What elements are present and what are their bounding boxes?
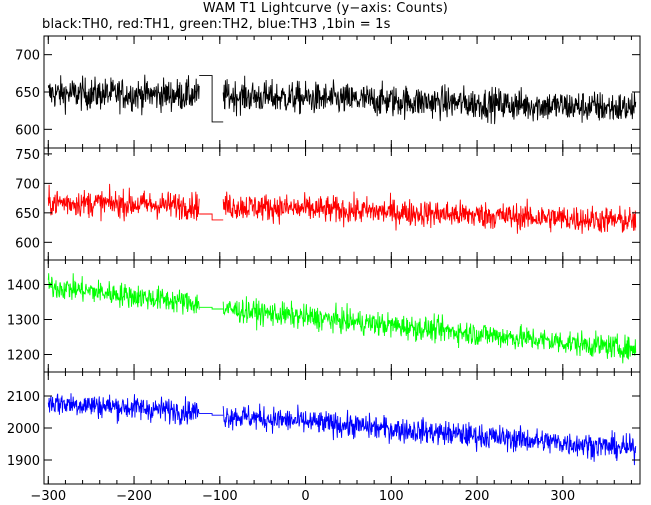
x-tick-label: 300 [550,489,575,504]
x-tick-label: −100 [202,489,238,504]
y-tick-label: 2100 [7,390,40,405]
y-tick-label: 700 [15,177,40,192]
y-tick-label: 650 [15,207,40,222]
x-tick-label: 200 [465,489,490,504]
y-tick-label: 2000 [7,422,40,437]
y-tick-label: 1900 [7,454,40,469]
y-tick-label: 700 [15,49,40,64]
y-tick-label: 1300 [7,314,40,329]
x-tick-label: −200 [116,489,152,504]
y-tick-label: 600 [15,236,40,251]
x-tick-label: −300 [30,489,66,504]
chart-title: WAM T1 Lightcurve (y−axis: Counts) [202,1,449,16]
y-tick-label: 1400 [7,279,40,294]
y-tick-label: 750 [15,148,40,163]
panel-th0: 600 650 700 [15,35,641,149]
x-tick-label: 0 [301,489,309,504]
series-line-th3 [47,393,637,466]
series-line-th2 [47,273,637,364]
chart-legend-text: black:TH0, red:TH1, green:TH2, blue:TH3 … [42,17,391,32]
x-tick-label: 100 [379,489,404,504]
y-tick-label: 650 [15,86,40,101]
y-tick-label: 600 [15,123,40,138]
y-tick-label: 1200 [7,349,40,364]
panel-th1: 600 650 700 750 [15,147,641,261]
panel-th3: 1900 2000 2100 [7,371,641,485]
series-line-th0 [47,74,637,125]
series-line-th1 [47,183,637,234]
panel-th2: 1200 1300 1400 [7,259,641,373]
